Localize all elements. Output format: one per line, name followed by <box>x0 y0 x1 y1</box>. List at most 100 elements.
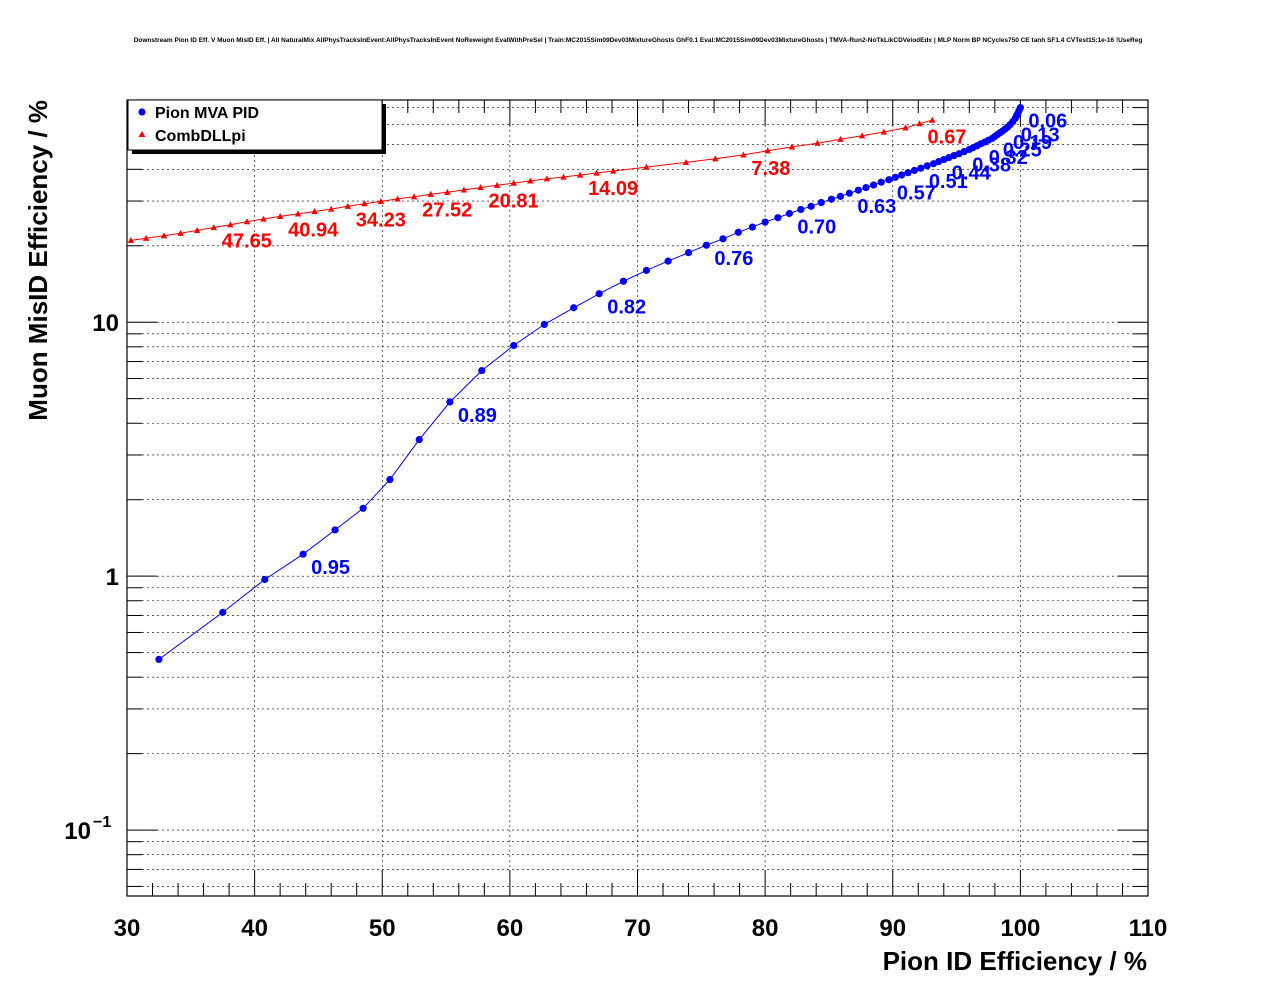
data-point <box>891 173 899 181</box>
point-label: 0.67 <box>928 127 967 149</box>
point-labels: 0.95 0.89 0.82 0.76 0.70 0.630.570.510.440.38… <box>222 111 1068 580</box>
x-tick-label: 110 <box>1129 915 1168 942</box>
data-point <box>560 173 567 180</box>
grid <box>127 100 1148 896</box>
data-point <box>540 320 548 329</box>
data-point <box>276 213 284 220</box>
x-tick-label: 40 <box>241 915 268 942</box>
x-tick-label: 60 <box>497 915 524 942</box>
data-point <box>331 526 339 534</box>
x-tick-label: 90 <box>879 915 906 942</box>
data-point <box>785 209 793 218</box>
series-layer <box>127 104 1024 664</box>
y-tick-label: 10 <box>92 310 119 337</box>
data-point <box>570 304 578 312</box>
point-label: 0.70 <box>797 216 836 238</box>
legend-box <box>127 99 383 151</box>
data-point <box>917 164 925 172</box>
data-point <box>898 171 906 179</box>
point-label: 0.89 <box>458 405 497 427</box>
data-point <box>837 135 844 142</box>
chart-title: Downstream Pion ID Eff. V Muon MisID Eff… <box>134 37 1143 44</box>
data-point <box>827 195 836 203</box>
point-label: 0.25 <box>1003 139 1042 161</box>
data-point <box>682 158 690 165</box>
point-label: 0.63 <box>857 196 896 218</box>
data-point <box>734 228 742 236</box>
data-point <box>719 235 727 243</box>
y-tick-label: 10 <box>64 818 91 845</box>
data-point <box>510 341 518 350</box>
data-point <box>210 224 217 231</box>
data-point <box>361 200 368 207</box>
data-point <box>527 177 534 184</box>
data-point <box>904 169 912 177</box>
data-point <box>394 195 401 202</box>
data-point <box>664 257 672 265</box>
point-label: 14.09 <box>588 178 638 200</box>
legend: Pion MVA PID CombDLLpi <box>127 99 386 154</box>
point-label: 20.81 <box>489 191 539 213</box>
data-point <box>923 162 931 170</box>
point-label: 0.76 <box>714 248 753 270</box>
data-point <box>845 189 853 197</box>
data-point <box>243 218 251 225</box>
data-point <box>460 186 468 193</box>
data-point <box>593 169 600 176</box>
data-point <box>415 435 423 444</box>
data-point <box>446 398 454 406</box>
y-tick-exponent: −1 <box>93 814 111 831</box>
point-label: 34.23 <box>356 209 406 231</box>
data-point <box>127 236 135 243</box>
data-point <box>902 124 909 131</box>
data-point <box>1016 104 1024 112</box>
data-point <box>740 151 747 158</box>
data-point <box>929 116 936 123</box>
data-point <box>427 190 434 197</box>
data-point <box>836 192 845 200</box>
point-label: 0.13 <box>1021 125 1060 147</box>
data-point <box>814 139 821 146</box>
data-point <box>477 184 484 191</box>
data-point <box>870 181 878 189</box>
x-tick-label: 30 <box>114 915 141 942</box>
data-point <box>478 366 486 375</box>
data-point <box>807 202 815 210</box>
data-point <box>311 208 318 215</box>
data-point <box>610 167 617 174</box>
data-point <box>193 226 201 233</box>
data-point <box>774 214 782 222</box>
data-point <box>377 198 385 205</box>
data-point <box>916 120 923 127</box>
data-point <box>854 186 862 194</box>
point-label: 0.44 <box>952 163 992 185</box>
data-point <box>155 655 163 664</box>
data-point <box>359 504 367 512</box>
data-point <box>761 218 769 226</box>
point-label: 0.95 <box>311 557 350 579</box>
point-label: 0.32 <box>989 147 1028 169</box>
point-label: 0.06 <box>1028 111 1067 133</box>
data-point <box>748 223 756 231</box>
y-tick-label: 1 <box>106 564 119 591</box>
data-point <box>261 575 269 584</box>
data-point <box>702 241 711 249</box>
data-point <box>219 608 227 616</box>
data-point <box>817 198 825 207</box>
data-point <box>177 229 184 236</box>
data-point <box>910 166 919 175</box>
data-point <box>764 147 771 154</box>
data-point <box>797 205 805 214</box>
data-point <box>862 183 870 192</box>
x-axis-label: Pion ID Efficiency / % <box>883 946 1147 976</box>
data-point <box>712 155 719 162</box>
point-label: 0.82 <box>607 297 646 319</box>
legend-marker-combdllpi <box>138 131 146 137</box>
data-point <box>410 193 418 200</box>
data-point <box>160 232 168 239</box>
data-point <box>227 221 234 228</box>
data-point <box>858 132 866 139</box>
point-label: 0.57 <box>897 183 936 205</box>
x-tick-label: 100 <box>1000 915 1040 942</box>
data-point <box>444 188 451 195</box>
